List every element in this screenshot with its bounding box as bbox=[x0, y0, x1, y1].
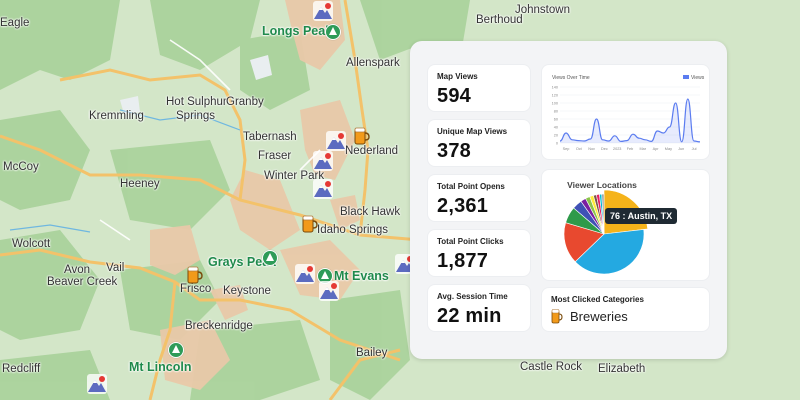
mountain-poi-icon[interactable] bbox=[312, 178, 334, 200]
stat-label: Unique Map Views bbox=[437, 127, 508, 136]
category-name[interactable]: Breweries bbox=[570, 309, 628, 324]
chart-title: Views Over Time bbox=[552, 75, 590, 81]
y-tick-label: 40 bbox=[554, 126, 558, 130]
place-label: Tabernash bbox=[243, 131, 297, 143]
mountain-poi-icon[interactable] bbox=[318, 280, 340, 302]
place-label: Black Hawk bbox=[340, 206, 401, 218]
place-label: Allenspark bbox=[346, 57, 400, 69]
x-tick-label: Dec bbox=[601, 147, 608, 151]
x-tick-label: Feb bbox=[627, 147, 634, 151]
analytics-panel: Map Views 594 Unique Map Views 378 Total… bbox=[410, 41, 727, 359]
map-views-card: Map Views 594 bbox=[428, 65, 530, 111]
legend-label: Views bbox=[691, 75, 705, 81]
brewery-poi-icon[interactable] bbox=[350, 125, 372, 147]
pie-slice[interactable] bbox=[574, 229, 645, 275]
place-label: Eagle bbox=[0, 17, 30, 29]
most-clicked-categories-card: Most Clicked Categories Breweries bbox=[542, 288, 709, 331]
place-label: Heeney bbox=[120, 178, 160, 190]
stat-value: 594 bbox=[437, 85, 471, 107]
place-label: Granby bbox=[226, 96, 264, 108]
y-tick-label: 100 bbox=[552, 102, 558, 106]
stat-label: Total Point Opens bbox=[437, 182, 505, 191]
place-label: Johnstown bbox=[515, 4, 570, 16]
views-over-time-chart[interactable]: Views Over Time Views 140 120 100 80 60 40 20 0… bbox=[542, 65, 709, 159]
legend-swatch bbox=[683, 75, 689, 79]
place-label: Fraser bbox=[258, 150, 292, 162]
total-point-opens-card: Total Point Opens 2,361 bbox=[428, 175, 530, 221]
place-label: Berthoud bbox=[476, 14, 523, 26]
stat-value: 22 min bbox=[437, 305, 502, 327]
views-series-line bbox=[559, 98, 701, 143]
stat-value: 1,877 bbox=[437, 250, 489, 272]
x-tick-label: Jul bbox=[692, 147, 697, 151]
place-label: Nederland bbox=[345, 145, 399, 157]
place-label: Avon bbox=[64, 264, 91, 276]
place-label: Kremmling bbox=[89, 110, 144, 122]
pie-slice[interactable] bbox=[601, 193, 605, 235]
mountain-poi-icon[interactable] bbox=[312, 0, 334, 22]
place-label: Idaho Springs bbox=[317, 224, 388, 236]
stat-value: 378 bbox=[437, 140, 471, 162]
stat-label: Avg. Session Time bbox=[437, 292, 508, 301]
stat-label: Total Point Clicks bbox=[437, 237, 504, 246]
place-label: Castle Rock bbox=[520, 361, 582, 373]
y-tick-label: 120 bbox=[552, 94, 558, 98]
pie-tooltip: 76 : Austin, TX bbox=[605, 208, 678, 224]
x-tick-label: Mar bbox=[640, 147, 647, 151]
stat-value: 2,361 bbox=[437, 195, 489, 217]
x-tick-label: 2023 bbox=[613, 147, 621, 151]
place-label: Frisco bbox=[180, 283, 212, 295]
card-title: Most Clicked Categories bbox=[551, 295, 644, 304]
stat-label: Map Views bbox=[437, 72, 478, 81]
park-label: Longs Peak bbox=[262, 24, 333, 38]
peak-marker-icon[interactable] bbox=[168, 342, 184, 358]
x-tick-label: Apr bbox=[653, 147, 660, 151]
views-over-time-card: Views Over Time Views 140 120 100 80 60 40 20 0… bbox=[542, 65, 709, 159]
peak-marker-icon[interactable] bbox=[262, 250, 278, 266]
y-tick-label: 80 bbox=[554, 110, 558, 114]
mountain-poi-icon[interactable] bbox=[86, 373, 108, 395]
place-label: Keystone bbox=[223, 285, 271, 297]
place-label: Hot Sulphur bbox=[166, 96, 227, 108]
x-tick-label: May bbox=[665, 147, 672, 151]
tooltip-text: 76 : Austin, TX bbox=[610, 211, 673, 221]
mountain-poi-icon[interactable] bbox=[325, 130, 347, 152]
mountain-poi-icon[interactable] bbox=[294, 263, 316, 285]
park-label: Mt Evans bbox=[334, 269, 389, 283]
y-tick-label: 20 bbox=[554, 134, 558, 138]
place-label: Breckenridge bbox=[185, 320, 253, 332]
views-series-area bbox=[560, 99, 700, 143]
total-point-clicks-card: Total Point Clicks 1,877 bbox=[428, 230, 530, 276]
brewery-poi-icon[interactable] bbox=[298, 213, 320, 235]
y-tick-label: 140 bbox=[552, 86, 558, 90]
place-label: Wolcott bbox=[12, 238, 51, 250]
x-tick-label: Jun bbox=[678, 147, 684, 151]
avg-session-time-card: Avg. Session Time 22 min bbox=[428, 285, 530, 331]
mountain-poi-icon[interactable] bbox=[312, 150, 334, 172]
y-tick-label: 60 bbox=[554, 118, 558, 122]
place-label: Winter Park bbox=[264, 170, 325, 182]
place-label: Vail bbox=[106, 262, 125, 274]
place-label: Redcliff bbox=[2, 363, 41, 375]
place-label: Bailey bbox=[356, 347, 388, 359]
unique-map-views-card: Unique Map Views 378 bbox=[428, 120, 530, 166]
place-label: Elizabeth bbox=[598, 363, 646, 375]
beer-mug-icon bbox=[551, 309, 563, 324]
brewery-poi-icon[interactable] bbox=[183, 264, 205, 286]
park-label: Grays Peak bbox=[208, 255, 277, 269]
place-label: Beaver Creek bbox=[47, 276, 118, 288]
y-tick-label: 0 bbox=[556, 142, 558, 146]
viewer-locations-title: Viewer Locations bbox=[567, 180, 637, 190]
x-tick-label: Nov bbox=[588, 147, 595, 151]
x-tick-label: Sep bbox=[563, 147, 570, 151]
place-label: McCoy bbox=[3, 161, 39, 173]
viewer-locations-pie[interactable] bbox=[542, 170, 709, 280]
peak-marker-icon[interactable] bbox=[325, 24, 341, 40]
viewer-locations-card: Viewer Locations 76 : Austin, TX bbox=[542, 170, 709, 280]
x-tick-label: Oct bbox=[576, 147, 583, 151]
park-label: Mt Lincoln bbox=[129, 360, 192, 374]
place-label: Springs bbox=[176, 110, 215, 122]
